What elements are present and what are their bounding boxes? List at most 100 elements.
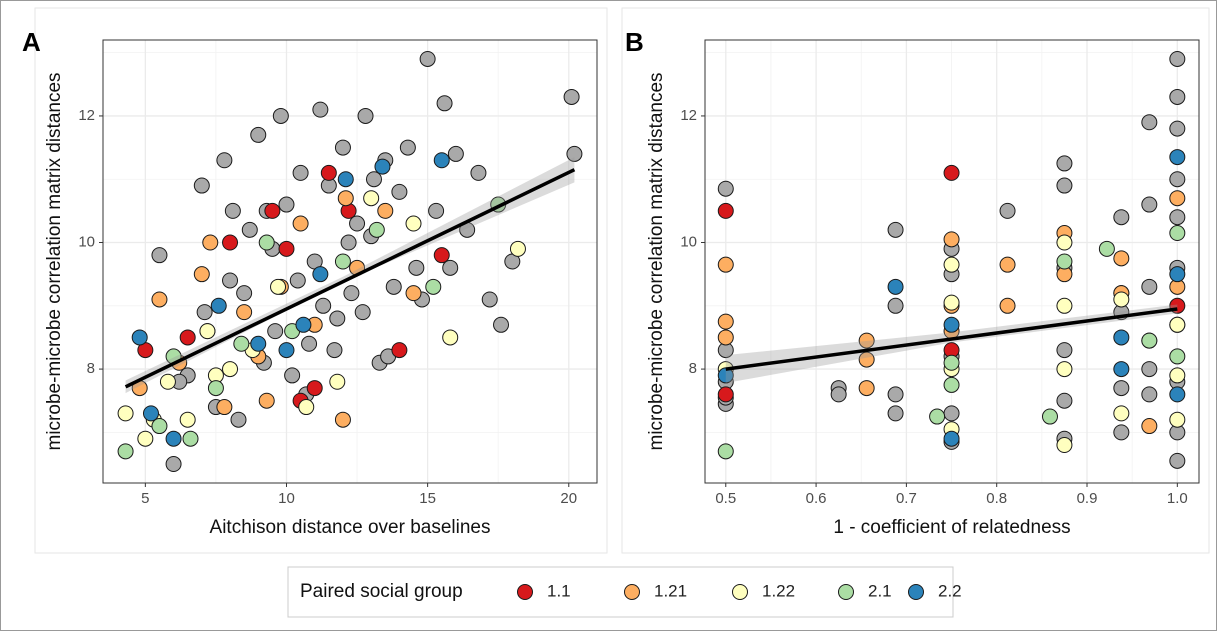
point bbox=[1056, 342, 1073, 359]
point bbox=[717, 256, 734, 273]
x-tick-label: 1.0 bbox=[1167, 490, 1188, 507]
point bbox=[312, 101, 329, 118]
point bbox=[391, 183, 408, 200]
legend-swatch bbox=[517, 584, 533, 600]
point bbox=[1169, 386, 1186, 403]
point bbox=[943, 294, 960, 311]
point bbox=[165, 456, 182, 473]
point bbox=[1169, 88, 1186, 105]
point bbox=[292, 215, 309, 232]
point bbox=[365, 171, 382, 188]
point bbox=[216, 399, 233, 416]
y-axis-title: microbe-microbe correlation matrix dista… bbox=[44, 72, 65, 450]
x-tick-label: 5 bbox=[141, 490, 149, 507]
point bbox=[306, 380, 323, 397]
point bbox=[202, 234, 219, 251]
y-tick-label: 12 bbox=[680, 107, 697, 124]
point bbox=[354, 304, 371, 321]
point bbox=[377, 202, 394, 219]
point bbox=[717, 313, 734, 330]
point bbox=[1113, 209, 1130, 226]
point bbox=[151, 418, 168, 435]
point bbox=[509, 240, 526, 257]
point bbox=[312, 266, 329, 283]
point bbox=[117, 405, 134, 422]
point bbox=[1141, 196, 1158, 213]
point bbox=[943, 430, 960, 447]
point bbox=[1169, 209, 1186, 226]
point bbox=[887, 405, 904, 422]
point bbox=[250, 335, 267, 352]
point bbox=[1169, 120, 1186, 137]
point bbox=[295, 316, 312, 333]
point bbox=[230, 411, 247, 428]
point bbox=[1169, 316, 1186, 333]
point bbox=[270, 278, 287, 295]
point bbox=[405, 215, 422, 232]
point bbox=[334, 253, 351, 270]
x-tick-label: 0.5 bbox=[715, 490, 736, 507]
point bbox=[1169, 171, 1186, 188]
point bbox=[1169, 149, 1186, 166]
point bbox=[943, 316, 960, 333]
plot-border bbox=[102, 39, 598, 484]
point bbox=[1141, 114, 1158, 131]
y-tick-label: 12 bbox=[78, 107, 95, 124]
point bbox=[1113, 291, 1130, 308]
point bbox=[493, 316, 510, 333]
x-tick-label: 0.8 bbox=[986, 490, 1007, 507]
point bbox=[433, 152, 450, 169]
point bbox=[1169, 266, 1186, 283]
point bbox=[298, 399, 315, 416]
point bbox=[224, 202, 241, 219]
point bbox=[250, 126, 267, 143]
point bbox=[264, 202, 281, 219]
point bbox=[470, 164, 487, 181]
point bbox=[1056, 361, 1073, 378]
x-tick-label: 10 bbox=[278, 490, 295, 507]
point bbox=[292, 164, 309, 181]
point bbox=[1041, 408, 1058, 425]
legend-swatch bbox=[624, 584, 640, 600]
point bbox=[278, 342, 295, 359]
panel-label: B bbox=[625, 27, 644, 57]
point bbox=[1056, 297, 1073, 314]
point bbox=[334, 411, 351, 428]
point bbox=[329, 373, 346, 390]
point bbox=[337, 171, 354, 188]
x-axis-title: 1 - coefficient of relatedness bbox=[833, 517, 1070, 538]
point bbox=[442, 259, 459, 276]
point bbox=[391, 342, 408, 359]
point bbox=[1169, 50, 1186, 67]
point bbox=[301, 335, 318, 352]
y-tick-label: 10 bbox=[680, 233, 697, 250]
point bbox=[137, 430, 154, 447]
legend-swatch bbox=[838, 584, 854, 600]
point bbox=[278, 240, 295, 257]
point bbox=[1113, 380, 1130, 397]
point bbox=[131, 329, 148, 346]
legend-label: 1.21 bbox=[654, 581, 687, 600]
point bbox=[408, 259, 425, 276]
x-tick-label: 0.9 bbox=[1077, 490, 1098, 507]
legend-swatch bbox=[732, 584, 748, 600]
point bbox=[1169, 452, 1186, 469]
point bbox=[1056, 234, 1073, 251]
point bbox=[717, 202, 734, 219]
panel-label: A bbox=[22, 27, 41, 57]
point bbox=[447, 145, 464, 162]
legend-label: 1.22 bbox=[762, 581, 795, 600]
point bbox=[222, 361, 239, 378]
point bbox=[374, 158, 391, 175]
point bbox=[210, 297, 227, 314]
point bbox=[340, 234, 357, 251]
point bbox=[385, 278, 402, 295]
point bbox=[284, 367, 301, 384]
legend-label: 2.1 bbox=[868, 581, 892, 600]
point bbox=[1169, 225, 1186, 242]
point bbox=[943, 164, 960, 181]
point bbox=[1056, 392, 1073, 409]
point bbox=[999, 256, 1016, 273]
point bbox=[858, 380, 875, 397]
point bbox=[326, 342, 343, 359]
